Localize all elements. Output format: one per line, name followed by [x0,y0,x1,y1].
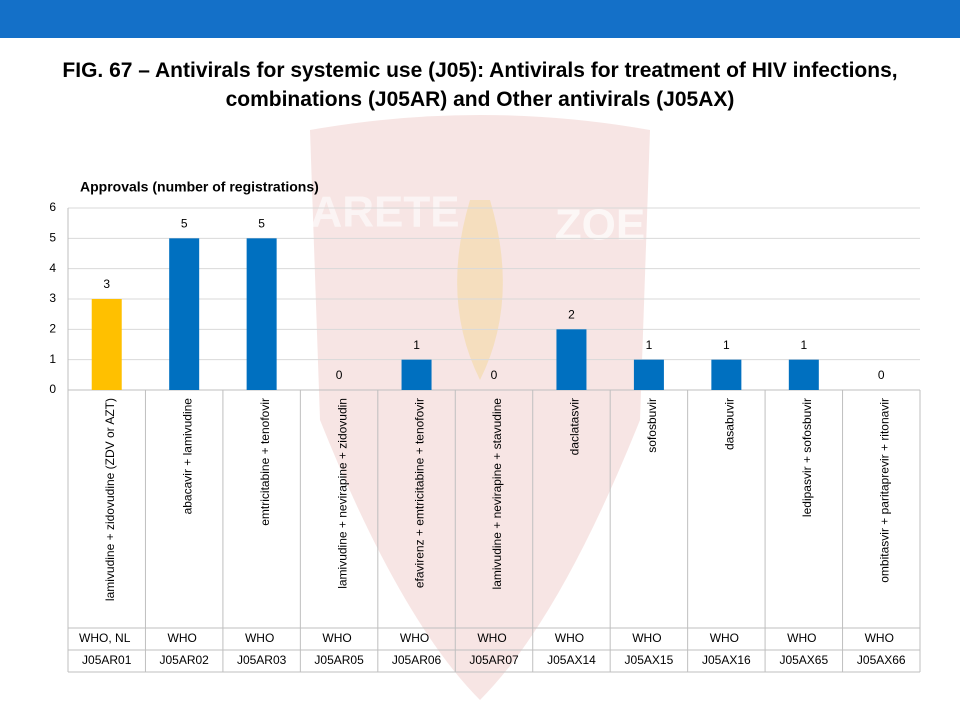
y-tick-label: 6 [49,200,56,214]
bar [91,299,122,390]
source-label: WHO, NL [79,631,131,645]
chart-subtitle: Approvals (number of registrations) [80,179,319,195]
data-label: 1 [413,338,420,352]
source-label: WHO [710,631,739,645]
bar [711,359,742,390]
x-tick-label: ledipasvir + sofosbuvir [800,398,814,517]
source-label: WHO [168,631,197,645]
code-label: J05AX16 [702,653,751,667]
source-label: WHO [322,631,351,645]
y-tick-label: 3 [49,291,56,305]
code-label: J05AR06 [392,653,442,667]
x-tick-label: efavirenz + emtricitabine + tenofovir [413,398,427,588]
x-tick-label: lamivudine + zidovudine (ZDV or AZT) [103,398,117,601]
data-label: 0 [491,368,498,382]
code-label: J05AX66 [857,653,906,667]
x-tick-label: emtricitabine + tenofovir [258,398,272,526]
y-tick-label: 2 [49,322,56,336]
y-tick-label: 0 [49,382,56,396]
watermark-text: ZOE [555,201,645,250]
code-label: J05AX15 [625,653,674,667]
code-label: J05AR07 [469,653,519,667]
x-tick-label: ombitasvir + paritaprevir + ritonavir [877,398,891,583]
data-label: 5 [258,217,265,231]
code-label: J05AX14 [547,653,596,667]
data-label: 1 [800,338,807,352]
y-tick-label: 5 [49,231,56,245]
data-label: 3 [103,277,110,291]
code-label: J05AR01 [82,653,132,667]
top-bar [0,0,960,38]
x-tick-label: daclatasvir [568,398,582,455]
x-tick-label: dasabuvir [723,398,737,450]
watermark-shield [310,115,650,700]
source-label: WHO [632,631,661,645]
data-label: 1 [723,338,730,352]
data-label: 5 [181,217,188,231]
code-label: J05AX65 [779,653,828,667]
x-tick-label: lamivudine + nevirapine + zidovudin [335,398,349,589]
bar [401,359,432,390]
code-label: J05AR05 [314,653,364,667]
data-label: 0 [336,368,343,382]
watermark-text: ARETE [310,188,459,237]
bar [556,329,587,390]
y-tick-label: 1 [49,352,56,366]
source-label: WHO [787,631,816,645]
y-tick-label: 4 [49,261,56,275]
watermark-flame [457,200,503,380]
x-tick-label: lamivudine + nevirapine + stavudine [490,398,504,590]
bar [169,238,200,390]
bar [246,238,277,390]
source-label: WHO [245,631,274,645]
source-label: WHO [477,631,506,645]
source-label: WHO [555,631,584,645]
code-label: J05AR02 [159,653,209,667]
chart-title: FIG. 67 – Antivirals for systemic use (J… [62,59,898,111]
data-label: 2 [568,308,575,322]
source-label: WHO [865,631,894,645]
x-tick-label: abacavir + lamivudine [180,398,194,515]
bar [633,359,664,390]
data-label: 0 [878,368,885,382]
x-tick-label: sofosbuvir [645,398,659,453]
data-label: 1 [646,338,653,352]
source-label: WHO [400,631,429,645]
code-label: J05AR03 [237,653,287,667]
bar [788,359,819,390]
